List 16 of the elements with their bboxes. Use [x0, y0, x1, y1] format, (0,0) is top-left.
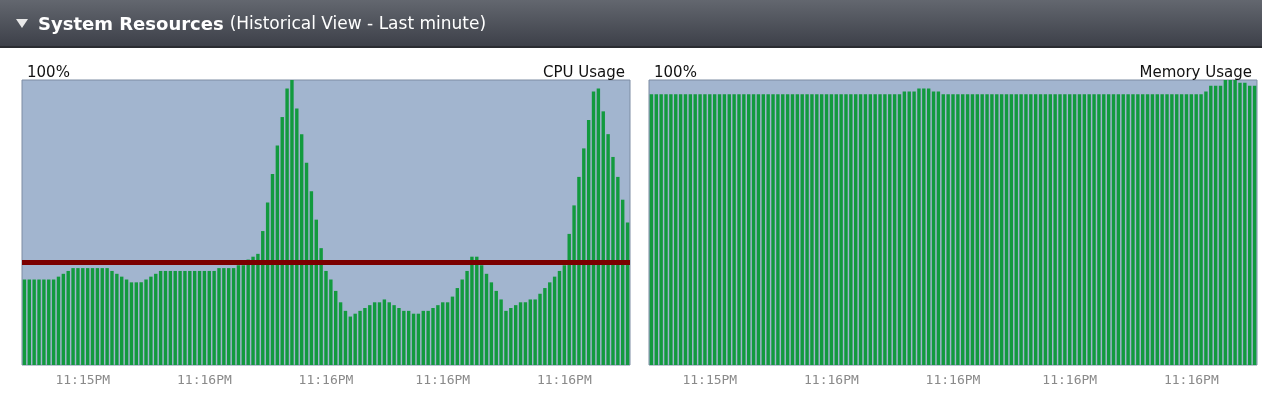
text: (Historical View - Last minute): [229, 13, 487, 33]
x-tick-label: 11:16PM: [298, 372, 354, 387]
chart-title: CPU Usage: [543, 62, 626, 81]
x-tick-label: 11:16PM: [536, 372, 592, 387]
x-tick-label: 11:16PM: [415, 372, 471, 387]
text: System Resources: [38, 12, 224, 34]
x-tick-label: 11:16PM: [925, 372, 981, 387]
x-tick-label: 11:16PM: [1042, 372, 1098, 387]
x-tick-label: 11:16PM: [1163, 372, 1219, 387]
x-tick-label: 11:15PM: [55, 372, 111, 387]
x-tick-label: 11:16PM: [177, 372, 232, 387]
annotation: 100%: [27, 62, 70, 81]
chart-title: Memory Usage: [1139, 62, 1253, 81]
x-tick-label: 11:16PM: [804, 372, 859, 387]
annotation: 100%: [654, 62, 697, 81]
x-tick-label: 11:15PM: [682, 372, 738, 387]
